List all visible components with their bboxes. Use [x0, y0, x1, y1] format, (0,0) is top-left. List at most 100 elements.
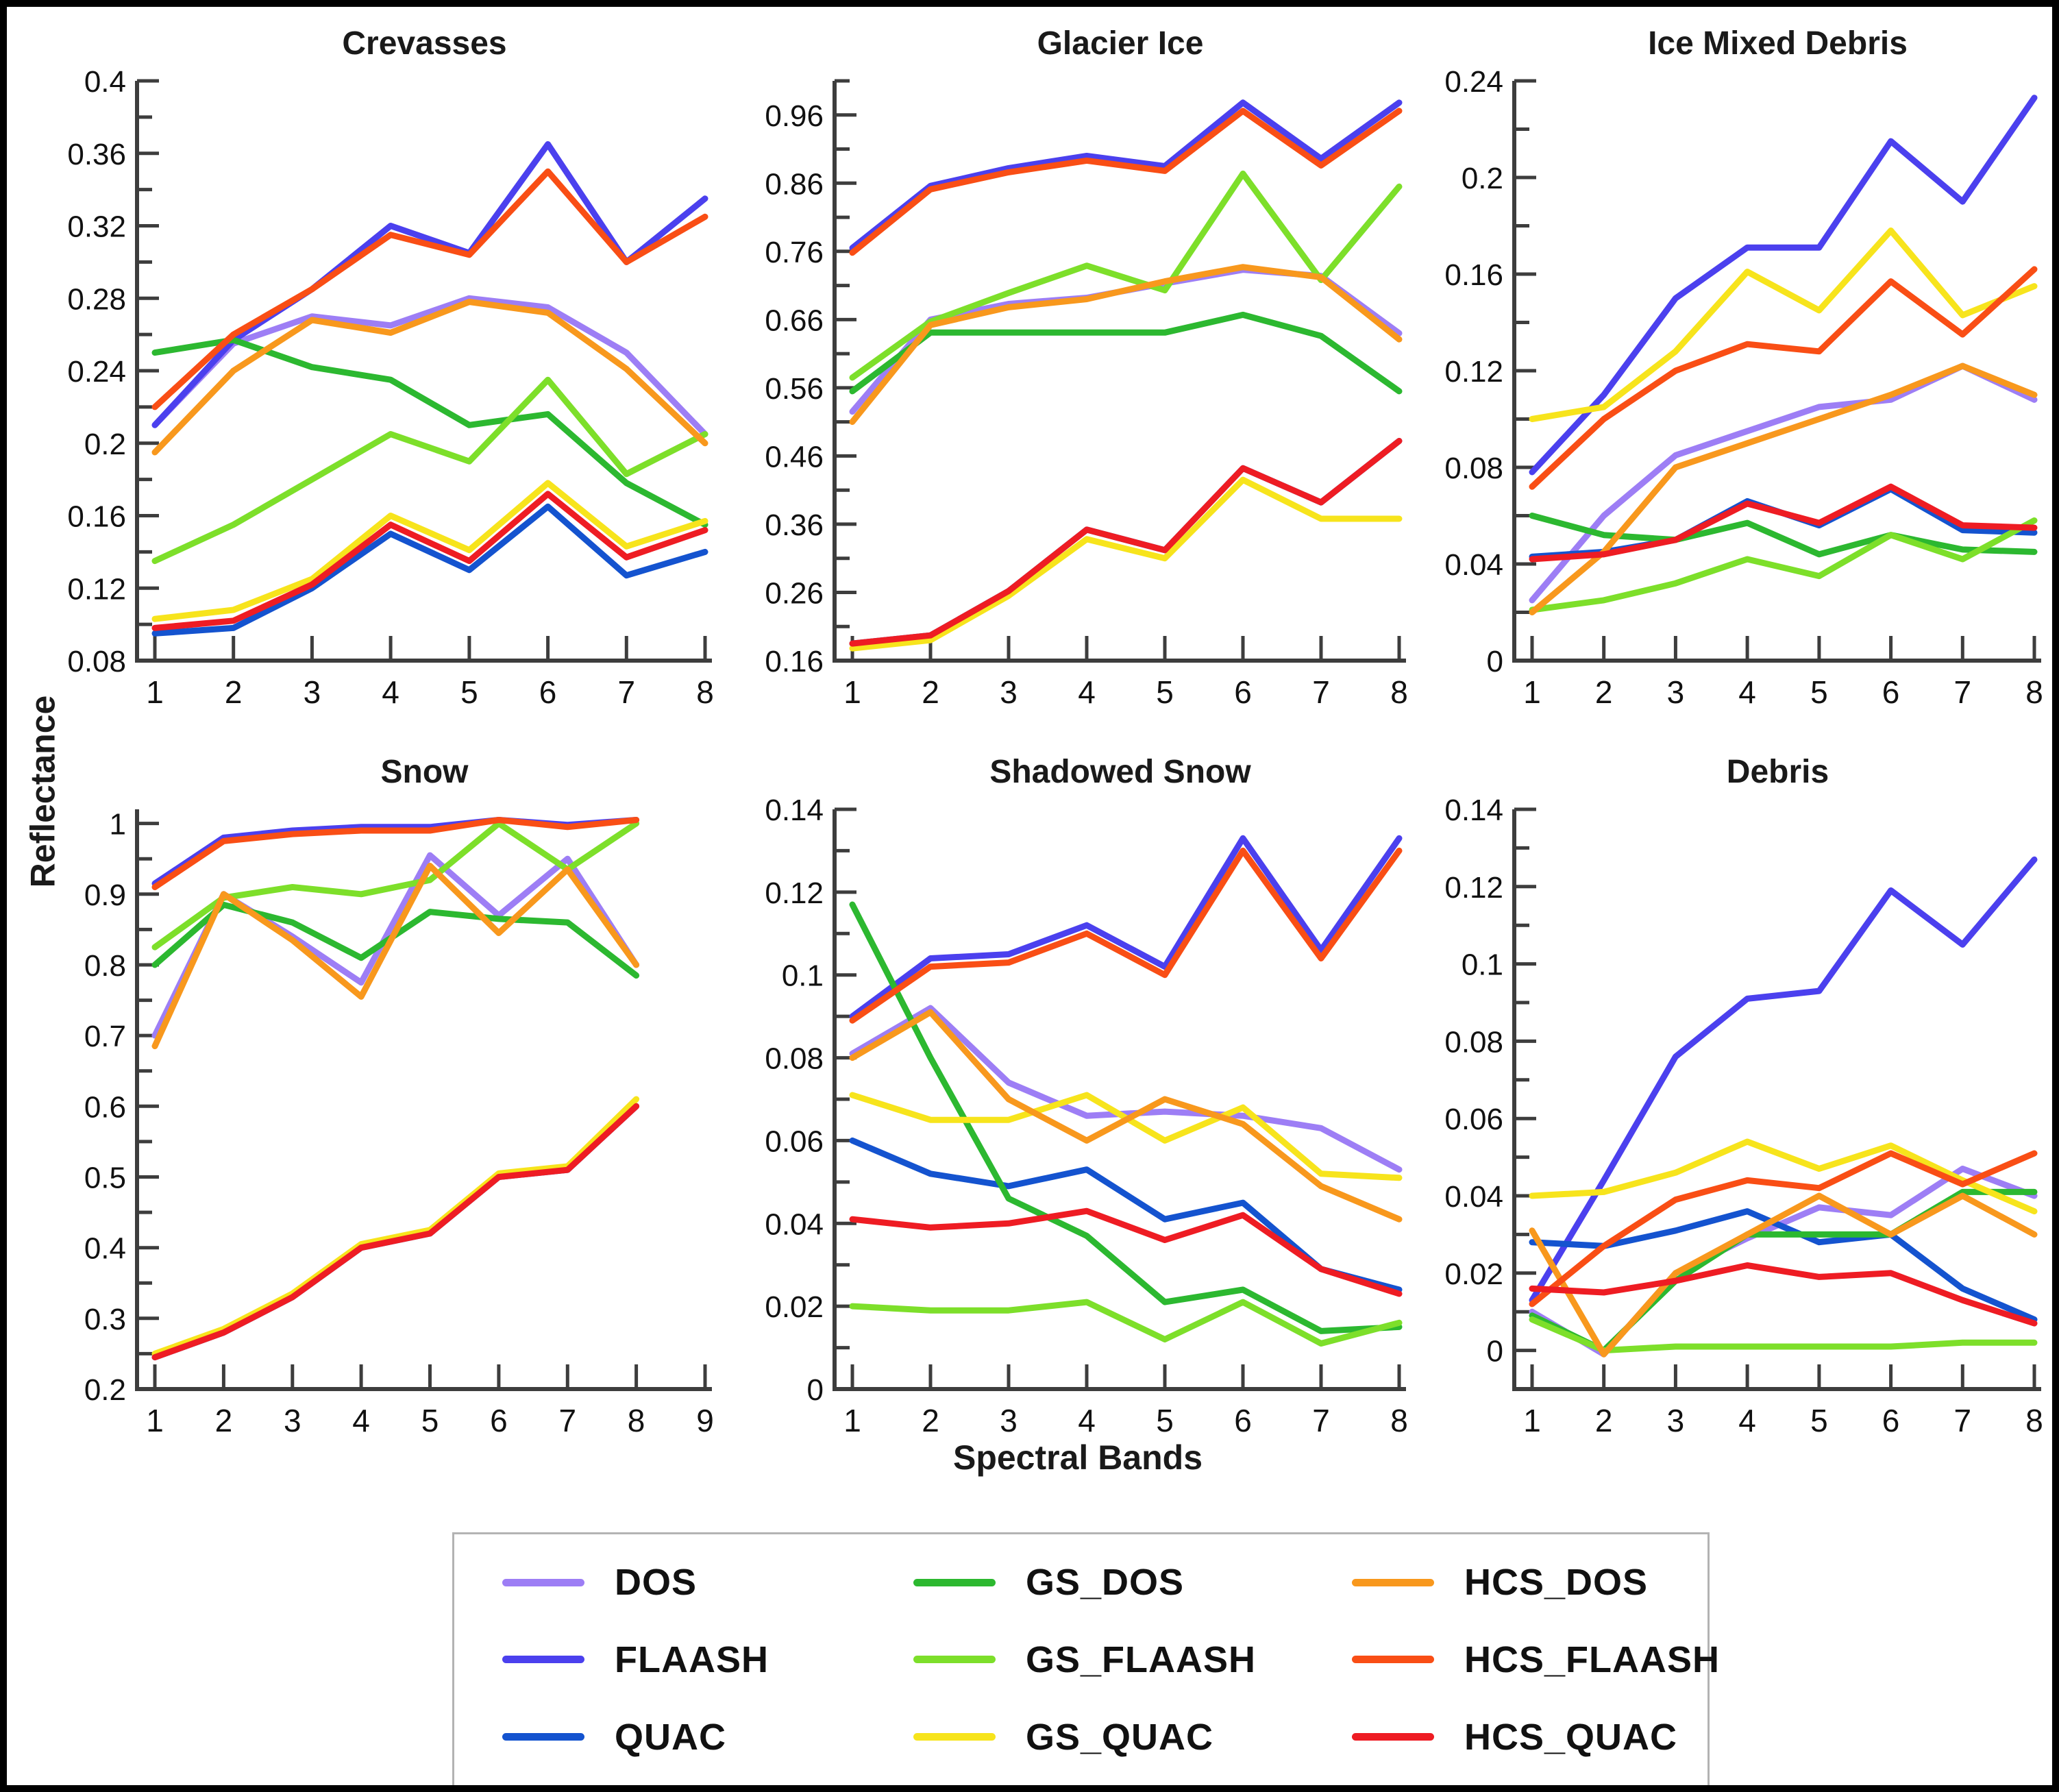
svg-text:7: 7: [1954, 1403, 1972, 1438]
chart-panel-ice-mixed-debris: Ice Mixed Debris 0 0.04 0.08 0.12 0.16 0.2 0.2…: [1418, 22, 2052, 741]
legend-label: GS_DOS: [1026, 1562, 1185, 1604]
chart-panel-debris: Debris 0 0.02 0.04 0.06 0.08 0.1 0.12 0.14 1 2 3 4 5…: [1418, 750, 2052, 1470]
svg-text:9: 9: [696, 1403, 714, 1438]
legend-item-gs-dos: GS_DOS: [913, 1561, 1352, 1604]
chart-shadowed-snow: 0 0.02 0.04 0.06 0.08 0.1 0.12 0.14 1 2 3 4 5 6 7 8: [765, 794, 1408, 1438]
svg-text:6: 6: [1234, 674, 1252, 710]
svg-text:0.5: 0.5: [84, 1162, 126, 1195]
svg-text:0.36: 0.36: [67, 138, 126, 171]
chart-panel-shadowed-snow: Shadowed Snow 0 0.02 0.04 0.06 0.08 0.1 0.12 0.…: [739, 750, 1417, 1470]
legend-item-hcs-flaash: HCS_FLAASH: [1352, 1638, 1720, 1681]
svg-text:7: 7: [1954, 674, 1972, 710]
svg-text:1: 1: [1523, 674, 1541, 710]
svg-text:0.16: 0.16: [765, 645, 824, 678]
chart-snow: 0.2 0.3 0.4 0.5 0.6 0.7 0.8 0.9 1 1 2 3 4 5 6 7 8 9: [84, 808, 714, 1438]
svg-text:0.24: 0.24: [1444, 70, 1503, 99]
svg-text:4: 4: [1738, 674, 1756, 710]
svg-text:1: 1: [146, 1403, 164, 1438]
legend-item-flaash: FLAASH: [502, 1638, 913, 1681]
svg-text:1: 1: [843, 674, 861, 710]
chart-ice-mixed-debris: 0 0.04 0.08 0.12 0.16 0.2 0.24 1 2 3 4 5 6 7 8: [1444, 65, 2043, 710]
legend-swatch-gs-quac: [913, 1733, 996, 1741]
svg-text:0.2: 0.2: [1462, 162, 1503, 195]
svg-text:0.14: 0.14: [765, 798, 824, 827]
x-axis-label: Spectral Bands: [952, 1438, 1203, 1477]
svg-text:8: 8: [1390, 1403, 1408, 1438]
svg-text:1: 1: [110, 808, 126, 842]
svg-text:0: 0: [807, 1373, 824, 1407]
chart-title: Shadowed Snow: [989, 754, 1251, 790]
svg-text:0.14: 0.14: [1444, 798, 1503, 827]
chart-panel-snow: Snow 0.2 0.3 0.4 0.5 0.6 0.7 0.8 0.9 1 1 2 3 4 5 6 7 8 9: [41, 750, 723, 1470]
svg-text:3: 3: [1667, 1403, 1685, 1438]
svg-text:0.4: 0.4: [84, 70, 126, 99]
legend-swatch-quac: [502, 1733, 584, 1741]
legend-label: DOS: [615, 1562, 698, 1604]
svg-text:0.9: 0.9: [84, 879, 126, 912]
svg-text:0.8: 0.8: [84, 949, 126, 983]
legend-swatch-flaash: [502, 1656, 584, 1664]
chart-title: Crevasses: [342, 25, 507, 62]
svg-text:0.1: 0.1: [1462, 948, 1503, 982]
legend-label: FLAASH: [615, 1638, 769, 1680]
svg-text:4: 4: [352, 1403, 370, 1438]
legend-swatch-hcs-flaash: [1352, 1656, 1434, 1664]
svg-text:0.02: 0.02: [765, 1290, 824, 1324]
svg-text:8: 8: [2025, 1403, 2043, 1438]
svg-text:0.96: 0.96: [765, 99, 824, 133]
svg-text:5: 5: [1156, 1403, 1174, 1438]
chart-debris: 0 0.02 0.04 0.06 0.08 0.1 0.12 0.14 1 2 3 4 5 6 7 8: [1444, 794, 2043, 1438]
chart-title: Debris: [1726, 754, 1829, 790]
svg-text:0.66: 0.66: [765, 304, 824, 337]
svg-text:1: 1: [1523, 1403, 1541, 1438]
legend-item-gs-quac: GS_QUAC: [913, 1716, 1352, 1758]
svg-text:0.08: 0.08: [1444, 1025, 1503, 1059]
legend-swatch-hcs-quac: [1352, 1733, 1434, 1741]
chart-crevasses: 0.08 0.12 0.16 0.2 0.24 0.28 0.32 0.36 0.4 1 2 3 4 5 6…: [67, 65, 713, 710]
legend-label: HCS_DOS: [1464, 1562, 1649, 1604]
svg-text:0.26: 0.26: [765, 577, 824, 611]
legend-swatch-gs-flaash: [913, 1656, 996, 1664]
svg-text:8: 8: [2025, 674, 2043, 710]
svg-text:0.36: 0.36: [765, 508, 824, 542]
svg-text:0.3: 0.3: [84, 1303, 126, 1336]
legend-label: GS_FLAASH: [1026, 1638, 1257, 1680]
svg-text:0.08: 0.08: [67, 645, 126, 678]
svg-text:0.08: 0.08: [765, 1042, 824, 1076]
svg-text:4: 4: [382, 674, 399, 710]
svg-text:1: 1: [843, 1403, 861, 1438]
svg-text:2: 2: [922, 1403, 939, 1438]
svg-text:6: 6: [1234, 1403, 1252, 1438]
svg-text:6: 6: [490, 1403, 508, 1438]
chart-title: Glacier Ice: [1037, 25, 1204, 62]
legend-label: HCS_QUAC: [1464, 1716, 1678, 1758]
chart-title: Snow: [380, 754, 469, 790]
svg-text:0.1: 0.1: [782, 959, 824, 993]
svg-text:0.12: 0.12: [1444, 871, 1503, 905]
svg-text:0.4: 0.4: [84, 1232, 126, 1266]
svg-text:0.08: 0.08: [1444, 452, 1503, 485]
svg-text:7: 7: [1312, 674, 1330, 710]
svg-text:0.32: 0.32: [67, 210, 126, 244]
svg-text:0.04: 0.04: [765, 1207, 824, 1241]
svg-text:2: 2: [225, 674, 243, 710]
svg-text:4: 4: [1078, 674, 1096, 710]
svg-text:0: 0: [1487, 645, 1503, 678]
svg-text:0.76: 0.76: [765, 236, 824, 269]
legend-swatch-dos: [502, 1578, 584, 1586]
svg-text:6: 6: [539, 674, 557, 710]
chart-glacier-ice: 0.16 0.26 0.36 0.46 0.56 0.66 0.76 0.86 0.96 1 2 3 4…: [765, 79, 1408, 710]
svg-text:0.46: 0.46: [765, 440, 824, 474]
svg-text:2: 2: [1595, 1403, 1613, 1438]
svg-text:7: 7: [559, 1403, 577, 1438]
svg-text:5: 5: [460, 674, 478, 710]
svg-text:3: 3: [304, 674, 321, 710]
legend-label: GS_QUAC: [1026, 1716, 1214, 1758]
svg-text:2: 2: [215, 1403, 233, 1438]
svg-text:0.86: 0.86: [765, 167, 824, 201]
svg-text:5: 5: [1810, 674, 1828, 710]
svg-text:3: 3: [1000, 1403, 1018, 1438]
svg-text:0.06: 0.06: [1444, 1103, 1503, 1136]
svg-text:0.02: 0.02: [1444, 1257, 1503, 1291]
